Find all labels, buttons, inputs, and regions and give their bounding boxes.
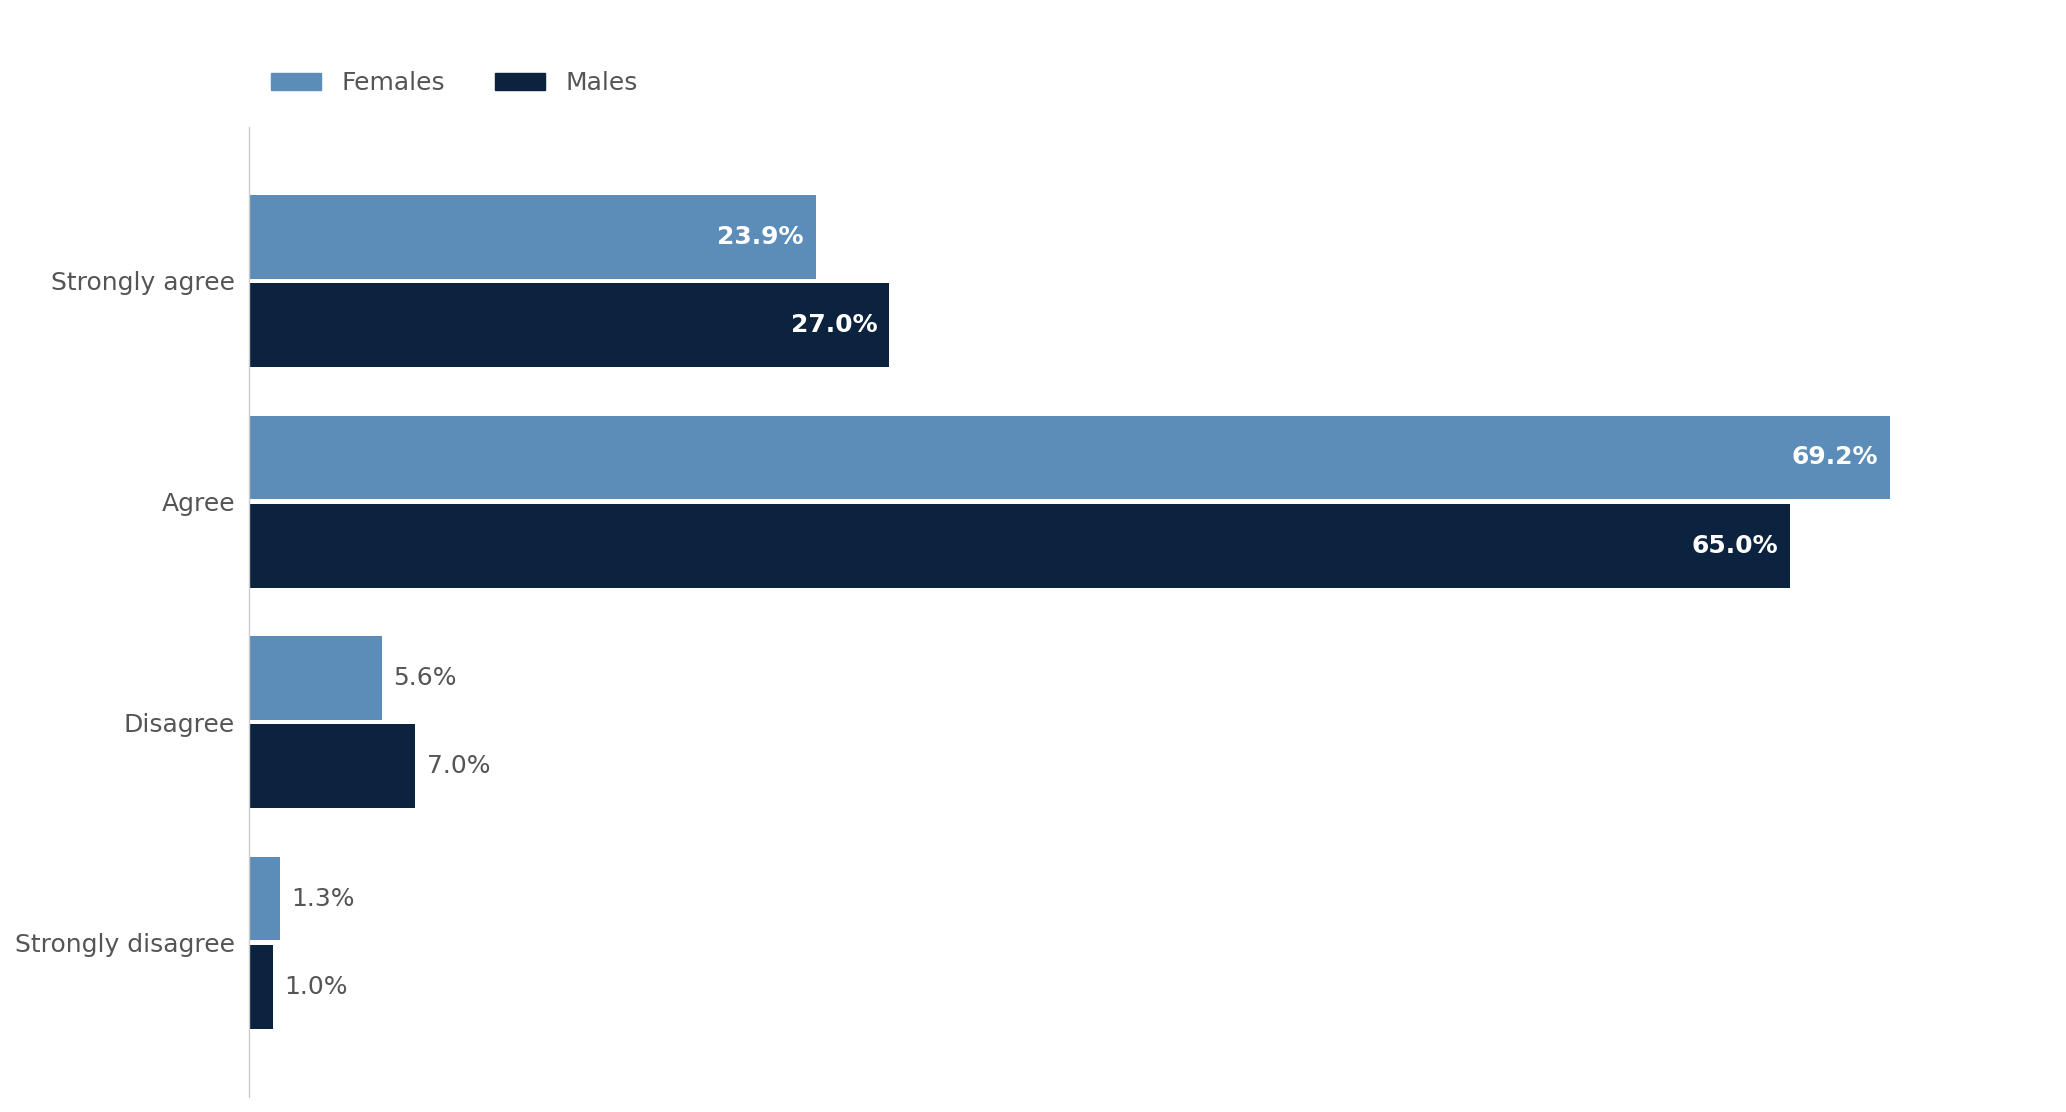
Bar	[248, 504, 1789, 587]
Bar	[248, 284, 888, 367]
Text: 23.9%: 23.9%	[717, 225, 804, 249]
Bar	[248, 724, 415, 808]
Text: 27.0%: 27.0%	[791, 314, 878, 337]
Text: 5.6%: 5.6%	[393, 666, 457, 689]
Bar	[248, 416, 1890, 499]
Text: 65.0%: 65.0%	[1692, 534, 1779, 557]
Text: 7.0%: 7.0%	[428, 754, 490, 778]
Text: 1.0%: 1.0%	[285, 975, 347, 999]
Text: 69.2%: 69.2%	[1791, 446, 1878, 469]
Bar	[248, 636, 382, 719]
Legend: Females, Males: Females, Males	[262, 61, 647, 106]
Text: 1.3%: 1.3%	[291, 886, 355, 911]
Bar	[248, 856, 279, 941]
Bar	[248, 195, 816, 279]
Bar	[248, 945, 273, 1029]
